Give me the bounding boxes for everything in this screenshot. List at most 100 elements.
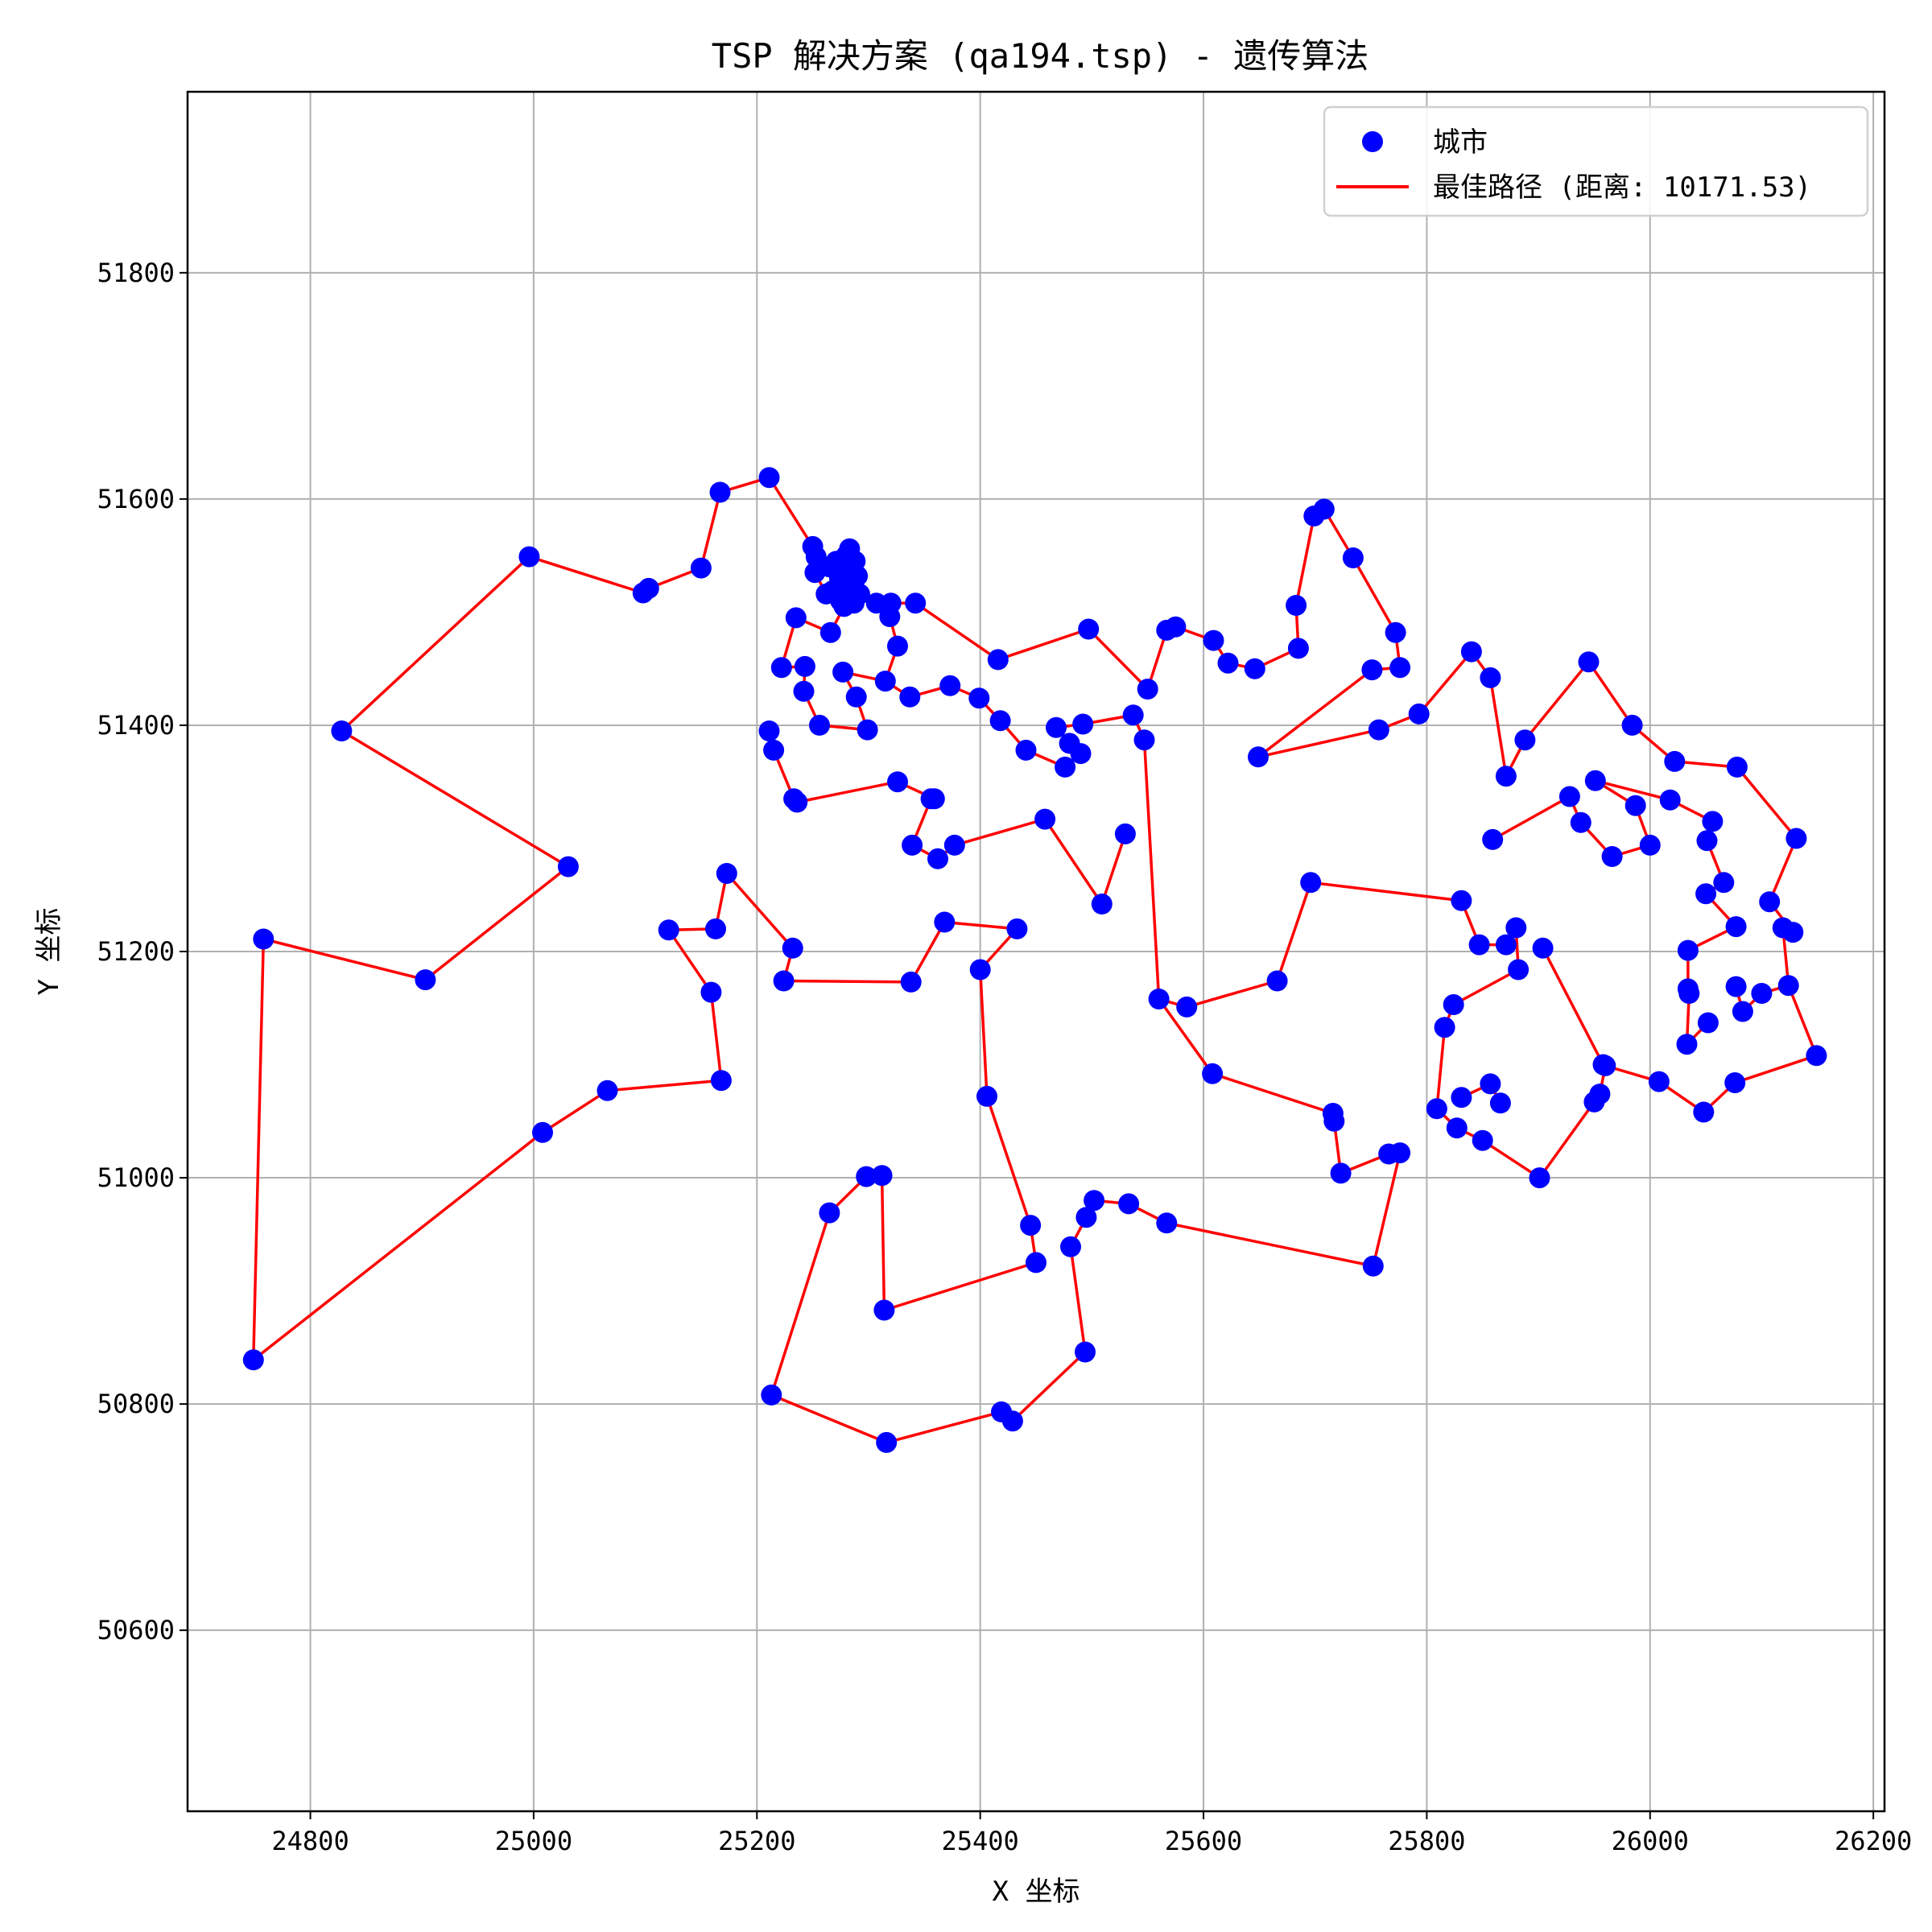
y-tick-label: 50600 [97,1615,175,1645]
city-point [1078,618,1100,640]
city-points [242,467,1827,1453]
city-point [991,1401,1012,1422]
city-point [1217,652,1239,674]
city-point [1583,1091,1605,1113]
city-point [1389,657,1411,679]
city-point [900,971,922,993]
city-point [989,710,1011,732]
city-point [1713,872,1735,894]
city-point [1664,750,1686,772]
city-point [939,675,961,696]
city-point [1495,934,1517,956]
city-point [1408,703,1430,724]
city-point [1472,1129,1493,1151]
x-tick-label: 25800 [1388,1826,1465,1856]
city-point [1621,714,1643,736]
city-point [880,592,902,614]
city-point [331,720,353,741]
city-point [597,1080,618,1101]
city-point [1026,1252,1046,1274]
city-point [1777,975,1799,997]
city-point [658,919,679,941]
city-point [1726,756,1748,778]
city-point [1578,651,1600,673]
city-point [1385,621,1406,643]
city-point [819,1202,840,1224]
city-point [1114,823,1136,844]
city-point [1165,616,1187,638]
y-tick-label: 51600 [97,484,175,514]
city-point [943,834,965,856]
city-point [1751,983,1773,1004]
x-tick-label: 24800 [271,1826,349,1856]
city-point [1300,872,1322,894]
city-point [1451,890,1472,911]
city-point [934,911,956,933]
city-point [638,577,659,599]
axis-ticks: 24800 25000 25200 25400 25600 25800 26000 26200… [97,258,1913,1856]
city-point [1693,1101,1715,1123]
x-tick-label: 25000 [495,1826,572,1856]
city-point [1034,808,1056,830]
city-point [920,788,942,810]
city-point [819,621,841,643]
city-point [1460,641,1482,663]
route-route7 [1734,984,1790,1013]
x-tick-label: 25200 [718,1826,795,1856]
city-point [1702,811,1724,832]
city-point [1203,630,1224,651]
city-point [1443,994,1464,1015]
x-axis-label: X 坐标 [993,1876,1080,1908]
city-point [905,592,927,614]
city-point [1389,1142,1411,1164]
city-point [1361,659,1383,681]
city-point [902,834,923,856]
city-point [1137,679,1158,700]
city-point [1020,1215,1042,1236]
city-point [1508,959,1530,980]
city-point [785,607,807,629]
city-point [832,661,854,683]
city-point [876,1431,898,1453]
city-point [1362,1255,1384,1277]
city-point [1624,795,1646,816]
city-point [1676,1034,1698,1055]
city-point [1133,729,1155,751]
city-point [887,771,908,793]
city-point [1118,1193,1140,1215]
city-point [1514,729,1536,751]
city-point [1426,1098,1447,1120]
city-point [1342,547,1364,568]
city-point [1732,1001,1753,1022]
city-point [809,714,830,736]
city-point [1368,719,1389,741]
city-point [1695,883,1717,905]
city-point [1148,989,1170,1009]
legend-box [1323,105,1869,217]
city-point [1070,743,1092,765]
y-axis-label: Y 坐标 [33,908,65,996]
city-point [1091,894,1113,914]
city-point [1532,937,1554,959]
city-point [1287,638,1309,659]
city-point [1075,1207,1097,1228]
city-point [761,1384,782,1406]
city-point [845,686,867,708]
city-point [532,1121,553,1143]
city-point [1176,996,1198,1018]
city-point [415,969,436,991]
city-point [1006,918,1028,939]
city-point [865,592,887,614]
city-point [1785,828,1807,849]
city-point [1697,1012,1719,1034]
city-point [1015,739,1037,761]
city-point [833,596,855,617]
city-point [1480,1073,1501,1095]
city-point [1529,1167,1550,1189]
city-point [1639,834,1661,856]
city-point [1451,1087,1472,1108]
city-point [1678,983,1700,1004]
city-point [793,680,815,702]
city-point [1495,766,1517,787]
